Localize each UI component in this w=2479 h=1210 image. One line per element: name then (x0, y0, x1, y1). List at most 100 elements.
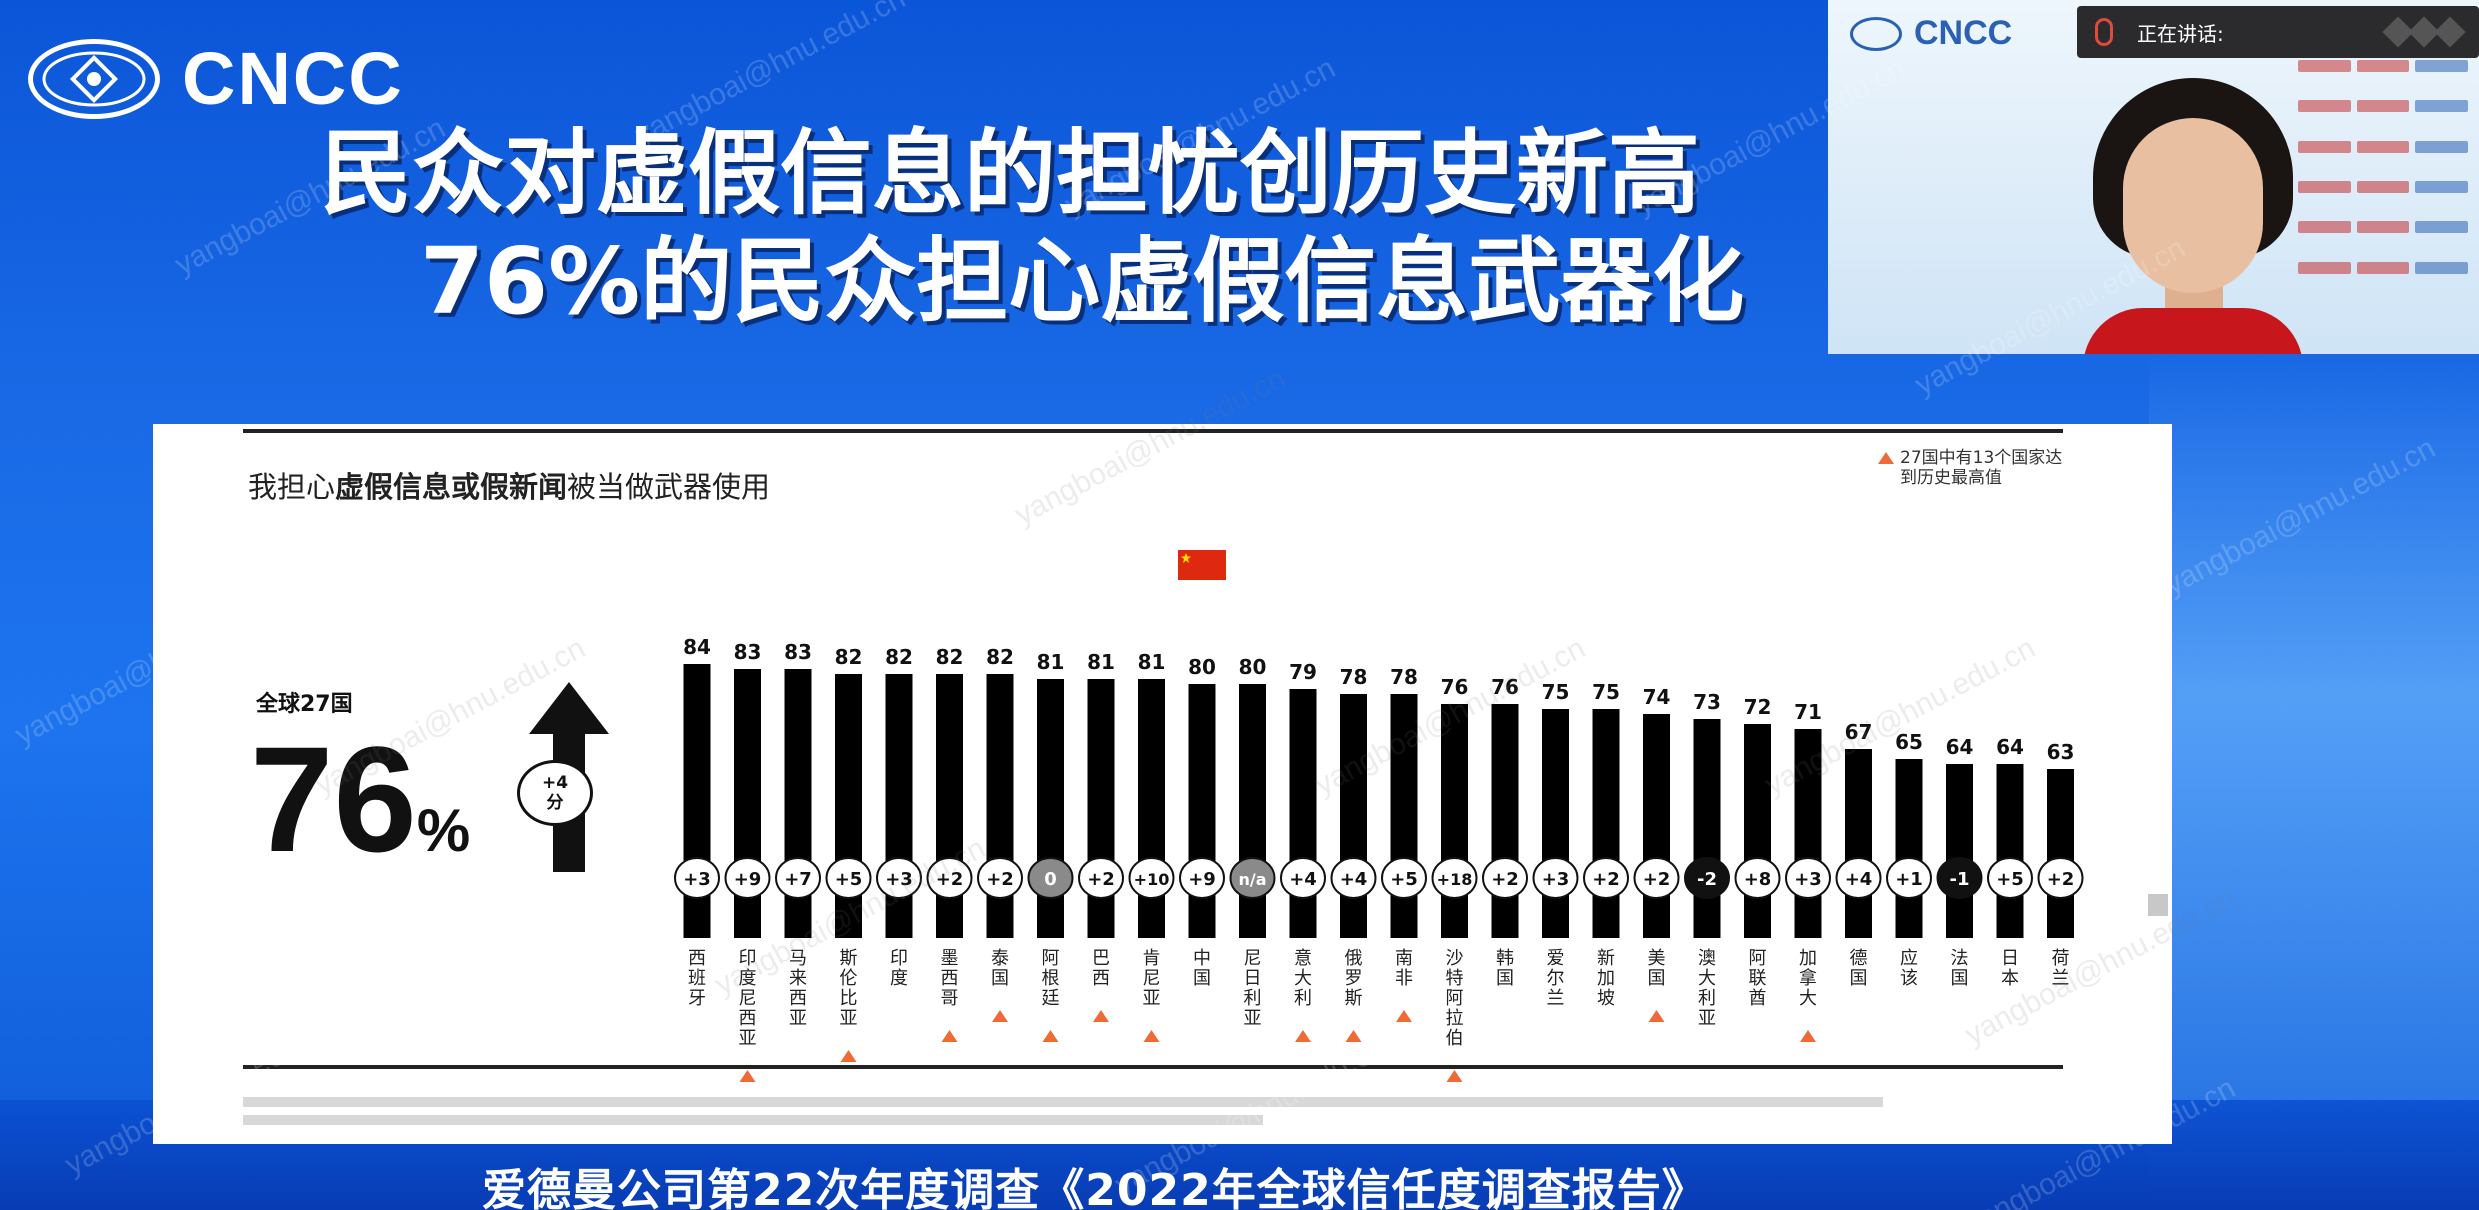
change-label: +5 (835, 869, 863, 890)
audio-level-icon (2382, 16, 2466, 48)
change-badge (1684, 857, 1730, 899)
change-label: +10 (1134, 870, 1170, 889)
category-label-char: 酋 (1749, 988, 1767, 1009)
record-high-marker (1143, 1030, 1160, 1042)
change-label: +5 (1390, 869, 1418, 890)
category-label-char: 俄 (1345, 948, 1363, 969)
value-label: 82 (936, 645, 964, 669)
category-label-char: 荷 (2052, 948, 2070, 969)
category-label-char: 西 (1092, 968, 1110, 989)
category-label-char: 巴 (1092, 948, 1110, 969)
value-label: 84 (683, 635, 711, 659)
category-label-char: 大 (1294, 968, 1312, 989)
change-label: +9 (734, 869, 762, 890)
change-badge (1482, 857, 1528, 899)
category-label-char: 尼 (1244, 948, 1262, 969)
footnote-blurred (243, 1097, 2073, 1137)
value-label: 65 (1895, 730, 1923, 754)
slide-caption: 爱德曼公司第22次年度调查《2022年全球信任度调查报告》 (482, 1165, 1707, 1210)
change-badge (1431, 857, 1478, 899)
record-high-marker (739, 1070, 756, 1082)
category-label-char: 亚 (739, 1028, 757, 1049)
bar-意大利 (1289, 689, 1317, 938)
slide-content-card: 我担心虚假信息或假新闻被当做武器使用 27国中有13个国家达到历史最高值 全球2… (153, 424, 2172, 1144)
category-label-char: 爱 (1547, 948, 1565, 969)
record-high-marker (840, 1050, 857, 1062)
category-label-char: 印 (739, 948, 757, 969)
global-delta-badge: +4 分 (517, 760, 593, 826)
bar-澳大利亚 (1693, 719, 1721, 938)
category-label-char: 阿 (1042, 948, 1060, 969)
record-high-marker (1800, 1030, 1816, 1042)
category-label-char: 肯 (1143, 948, 1161, 969)
value-label: 78 (1340, 665, 1368, 689)
category-label-char: 国 (1193, 968, 1211, 989)
category-label-char: 马 (789, 948, 807, 969)
category-label-char: 西 (941, 968, 959, 989)
speaker-indicator-bar[interactable]: 正在讲话: (2077, 6, 2479, 58)
seal-graphic (42, 51, 146, 106)
value-label: 82 (885, 645, 913, 669)
record-high-marker (992, 1010, 1008, 1022)
change-badge (1936, 857, 1983, 899)
value-label: 75 (1592, 680, 1620, 704)
legend-text: 27国中有13个国家达到历史最高值 (1900, 448, 2063, 488)
value-label: 73 (1693, 690, 1721, 714)
value-label: 75 (1542, 680, 1570, 704)
bar-阿联酋 (1744, 724, 1771, 938)
category-label-char: 美 (1648, 948, 1666, 969)
category-label-char: 尼 (1143, 968, 1161, 989)
change-label: +7 (784, 869, 812, 890)
scroll-handle[interactable] (2148, 894, 2168, 916)
change-badge (1532, 857, 1579, 899)
category-label-char: 本 (2001, 968, 2019, 989)
webcam-logo-text: CNCC (1914, 14, 2013, 52)
record-high-marker (1345, 1030, 1362, 1042)
change-badge (926, 857, 973, 899)
value-label: 81 (1138, 650, 1166, 674)
category-label-char: 印 (890, 948, 908, 969)
category-label-char: 廷 (1042, 988, 1060, 1009)
category-label-char: 利 (1294, 988, 1312, 1009)
value-label: 80 (1188, 655, 1216, 679)
category-label-char: 亚 (1143, 988, 1161, 1009)
change-label: +4 (1845, 869, 1873, 890)
change-badge (1633, 857, 1680, 899)
category-label-char: 坡 (1597, 988, 1615, 1009)
change-badge (876, 857, 922, 899)
value-label: 76 (1441, 675, 1469, 699)
category-label-char: 泰 (991, 948, 1009, 969)
change-badge (2037, 857, 2084, 899)
change-badge (1128, 857, 1175, 899)
category-label-char: 利 (1244, 988, 1262, 1009)
bar-chart: 84+3西班牙83+9印度尼西亚83+7马来西亚82+5斯伦比亚82+3印度82… (674, 550, 2084, 1082)
slide-title-line2: 76%的民众担心虚假信息武器化 (420, 228, 1745, 335)
category-label-char: 尔 (1547, 968, 1565, 989)
change-badge (775, 857, 821, 899)
category-label-char: 拿 (1799, 967, 1817, 989)
value-label: 81 (1087, 650, 1115, 674)
change-label: -1 (1950, 869, 1970, 890)
record-high-marker (1446, 1070, 1463, 1082)
speaker-video (2083, 78, 2303, 354)
category-label-char: 根 (1042, 968, 1060, 989)
change-label: +3 (885, 869, 913, 890)
china-flag-icon (1178, 550, 1226, 580)
change-label: +3 (683, 869, 711, 890)
value-label: 83 (784, 640, 812, 664)
category-label-char: 新 (1597, 948, 1615, 969)
change-label: n/a (1238, 870, 1266, 889)
change-label: +8 (1744, 869, 1772, 890)
category-label-char: 国 (1648, 968, 1666, 989)
record-high-marker (1396, 1010, 1412, 1022)
category-label-char: 应 (1900, 948, 1918, 969)
logo-text: CNCC (182, 37, 404, 120)
value-label: 82 (835, 645, 863, 669)
bar-爱尔兰 (1542, 709, 1569, 938)
card-bottom-rule (243, 1065, 2063, 1069)
change-label: +3 (1542, 869, 1570, 890)
webcam-panel[interactable]: CNCC 正在讲话: (1828, 0, 2479, 354)
category-label-char: 韩 (1496, 948, 1514, 969)
record-high-marker (1295, 1030, 1311, 1042)
change-badge (1280, 857, 1326, 899)
